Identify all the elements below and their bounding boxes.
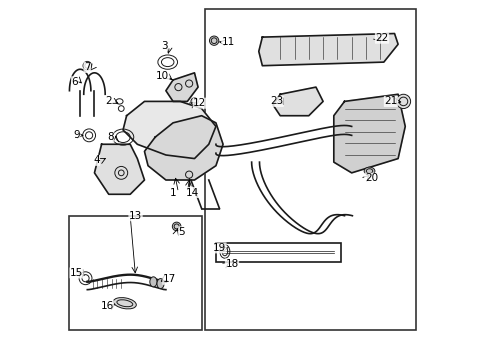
- Polygon shape: [94, 144, 144, 194]
- Polygon shape: [272, 87, 323, 116]
- Circle shape: [395, 94, 410, 109]
- Text: 20: 20: [364, 173, 377, 183]
- Bar: [69, 216, 201, 330]
- Bar: [216, 243, 340, 262]
- Polygon shape: [258, 33, 397, 66]
- Polygon shape: [144, 116, 223, 180]
- Text: 19: 19: [212, 243, 225, 253]
- Text: 6: 6: [71, 77, 78, 87]
- Text: 15: 15: [70, 268, 83, 278]
- Text: 3: 3: [161, 41, 167, 51]
- Text: 13: 13: [129, 211, 142, 221]
- Text: 4: 4: [93, 156, 100, 165]
- Polygon shape: [165, 73, 198, 102]
- Text: 1: 1: [169, 188, 176, 198]
- Bar: [205, 9, 415, 330]
- Text: 12: 12: [193, 98, 206, 108]
- Text: 11: 11: [222, 37, 235, 48]
- Text: 22: 22: [375, 33, 388, 43]
- Text: 2: 2: [105, 96, 112, 107]
- Text: 7: 7: [84, 63, 90, 72]
- Polygon shape: [333, 94, 405, 173]
- Text: 9: 9: [73, 130, 80, 140]
- Circle shape: [209, 36, 218, 45]
- Text: 21: 21: [384, 96, 397, 107]
- Text: 10: 10: [156, 71, 168, 81]
- Ellipse shape: [157, 279, 164, 289]
- Text: 17: 17: [163, 274, 176, 284]
- Text: 18: 18: [225, 259, 238, 269]
- Circle shape: [190, 98, 198, 105]
- Ellipse shape: [113, 298, 136, 309]
- Text: 14: 14: [186, 188, 199, 198]
- Text: 23: 23: [269, 96, 283, 107]
- Text: 5: 5: [178, 227, 185, 237]
- Text: 8: 8: [107, 132, 114, 142]
- Text: 16: 16: [100, 301, 113, 311]
- Circle shape: [172, 222, 181, 231]
- Polygon shape: [123, 102, 216, 158]
- Ellipse shape: [149, 277, 157, 287]
- Ellipse shape: [364, 167, 374, 175]
